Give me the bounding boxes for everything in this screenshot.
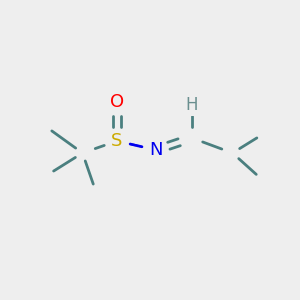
Text: N: N: [149, 141, 163, 159]
Text: S: S: [111, 132, 123, 150]
Text: O: O: [110, 93, 124, 111]
Text: H: H: [186, 96, 198, 114]
